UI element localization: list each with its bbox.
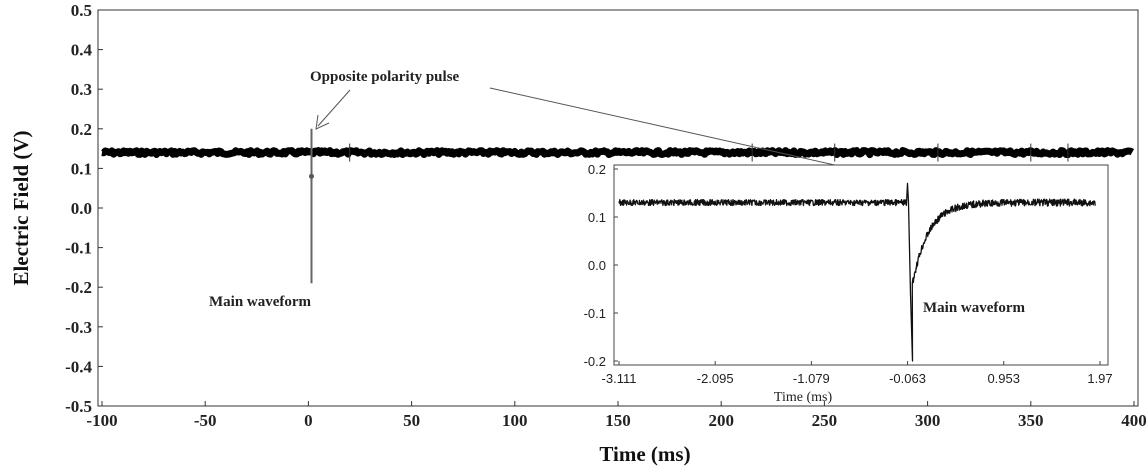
inset-annotation-main-waveform: Main waveform	[923, 300, 1026, 316]
inset-x-tick-label: 0.953	[987, 371, 1020, 386]
annotation-opposite-polarity-pulse: Opposite polarity pulse	[310, 69, 460, 85]
main-x-tick-label: 0	[304, 411, 313, 430]
inset-x-tick-label: 1.97	[1087, 371, 1112, 386]
main-y-tick-label: -0.2	[65, 278, 92, 297]
main-x-ticks: -100 -50 0 50 100 150 200 250 300 350 400	[86, 401, 1147, 430]
main-trace	[100, 128, 1135, 284]
inset-x-ticks: -3.111 -2.095 -1.079 -0.063 0.953 1.97	[602, 361, 1113, 386]
arrow-to-pulse-inset	[489, 87, 894, 179]
main-x-tick-label: -100	[86, 411, 117, 430]
inset-y-tick-label: 0.0	[588, 258, 606, 273]
inset-y-tick-label: 0.2	[588, 162, 606, 177]
main-pulse-marker	[308, 173, 314, 179]
main-x-tick-label: 50	[403, 411, 420, 430]
y-axis-title: Electric Field (V)	[9, 130, 33, 285]
inset-trace-line	[618, 182, 1096, 362]
inset-y-tick-label: -0.1	[584, 306, 606, 321]
inset-y-tick-label: -0.2	[584, 354, 606, 369]
inset-x-tick-label: -0.063	[889, 371, 926, 386]
main-x-tick-label: -50	[194, 411, 217, 430]
main-y-tick-label: -0.5	[65, 397, 92, 416]
main-y-tick-label: 0.4	[71, 41, 93, 60]
main-x-tick-label: 150	[605, 411, 631, 430]
main-x-tick-label: 200	[708, 411, 734, 430]
main-x-tick-label: 250	[812, 411, 838, 430]
inset-x-tick-label: -1.079	[793, 371, 830, 386]
inset-y-tick-label: 0.1	[588, 210, 606, 225]
main-x-tick-label: 300	[915, 411, 941, 430]
inset-plot-frame	[613, 164, 1109, 366]
main-y-tick-label: 0.1	[71, 159, 92, 178]
main-y-tick-label: 0.0	[71, 199, 92, 218]
inset-y-ticks: 0.2 0.1 0.0 -0.1 -0.2	[584, 162, 618, 369]
main-y-tick-label: 0.3	[71, 80, 92, 99]
annotation-main-waveform: Main waveform	[209, 294, 312, 310]
main-y-tick-label: -0.3	[65, 318, 92, 337]
main-y-tick-label: 0.2	[71, 120, 92, 139]
main-y-tick-label: -0.4	[65, 357, 92, 376]
main-trace-line	[100, 147, 1135, 159]
main-x-tick-label: 400	[1121, 411, 1147, 430]
main-x-tick-label: 100	[502, 411, 528, 430]
main-y-tick-label: -0.1	[65, 239, 92, 258]
arrow-to-pulse-main	[317, 89, 351, 127]
x-axis-title: Time (ms)	[599, 442, 690, 466]
inset-x-axis-title: Time (ms)	[774, 390, 833, 405]
inset-trace	[618, 182, 1096, 362]
arrowhead-pulse-main	[315, 114, 330, 130]
inset-x-tick-label: -2.095	[697, 371, 734, 386]
inset-x-tick-label: -3.111	[602, 371, 637, 386]
main-y-ticks: 0.5 0.4 0.3 0.2 0.1 0.0 -0.1 -0.2 -0.3 -0.4 -0.5	[65, 1, 103, 416]
main-y-tick-label: 0.5	[71, 1, 92, 20]
main-x-tick-label: 350	[1018, 411, 1044, 430]
